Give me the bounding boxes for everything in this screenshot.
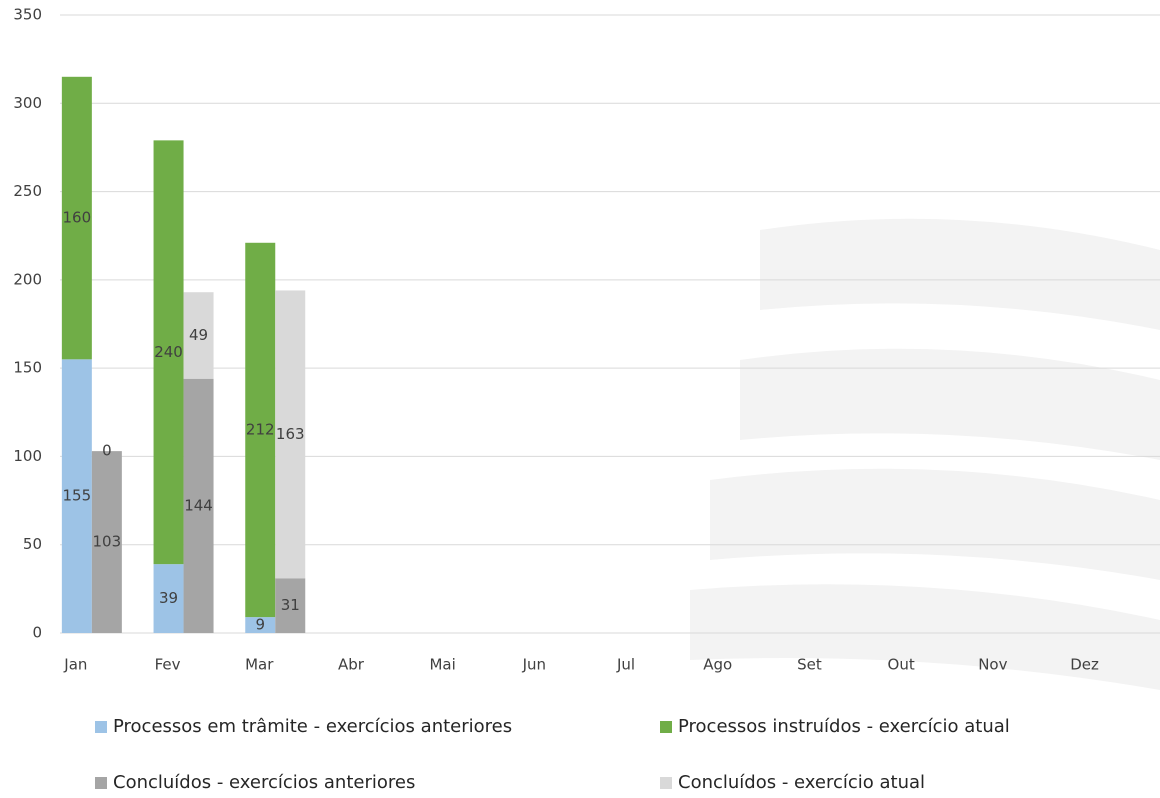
x-tick-label: Out — [888, 656, 915, 674]
y-tick-label: 250 — [13, 182, 42, 200]
legend-label: Concluídos - exercícios anteriores — [113, 772, 415, 793]
legend-swatch — [95, 777, 107, 789]
bar — [61, 359, 92, 633]
bar — [153, 564, 184, 633]
data-label: 49 — [189, 326, 208, 344]
x-tick-label: Mai — [429, 656, 455, 674]
y-tick-label: 200 — [13, 270, 42, 288]
x-tick-label: Fev — [155, 656, 181, 674]
data-label: 240 — [154, 343, 183, 361]
data-label: 103 — [93, 533, 122, 551]
bar — [245, 617, 276, 633]
y-tick-label: 50 — [23, 535, 42, 553]
x-tick-label: Dez — [1070, 656, 1099, 674]
x-tick-label: Abr — [338, 656, 365, 674]
data-label: 155 — [63, 487, 92, 505]
data-label: 31 — [281, 596, 300, 614]
bar — [183, 292, 214, 379]
bar — [91, 451, 122, 633]
y-tick-label: 100 — [13, 447, 42, 465]
data-label: 9 — [255, 616, 265, 634]
legend-swatch — [660, 777, 672, 789]
legend-swatch — [660, 721, 672, 733]
data-label: 163 — [276, 425, 305, 443]
x-tick-label: Set — [797, 656, 822, 674]
bar — [275, 578, 306, 633]
watermark — [690, 218, 1160, 690]
y-tick-label: 300 — [13, 94, 42, 112]
bar — [61, 76, 92, 360]
y-tick-label: 0 — [32, 624, 42, 642]
data-label: 0 — [102, 442, 112, 460]
data-label: 160 — [63, 209, 92, 227]
bar — [275, 290, 306, 579]
x-tick-label: Jul — [616, 656, 635, 674]
data-label: 39 — [159, 589, 178, 607]
x-tick-label: Mar — [245, 656, 274, 674]
legend-label: Processos em trâmite - exercícios anteri… — [113, 716, 512, 737]
legend-label: Concluídos - exercício atual — [678, 772, 925, 793]
legend-label: Processos instruídos - exercício atual — [678, 716, 1010, 737]
data-label: 212 — [246, 420, 275, 438]
y-tick-label: 150 — [13, 359, 42, 377]
y-tick-label: 350 — [13, 6, 42, 24]
legend-swatch — [95, 721, 107, 733]
x-tick-label: Ago — [703, 656, 732, 674]
x-tick-label: Jan — [63, 656, 87, 674]
data-label: 144 — [184, 496, 213, 514]
bar — [245, 242, 276, 618]
x-tick-label: Nov — [978, 656, 1007, 674]
bar — [183, 378, 214, 633]
bar — [153, 140, 184, 565]
x-tick-label: Jun — [522, 656, 546, 674]
